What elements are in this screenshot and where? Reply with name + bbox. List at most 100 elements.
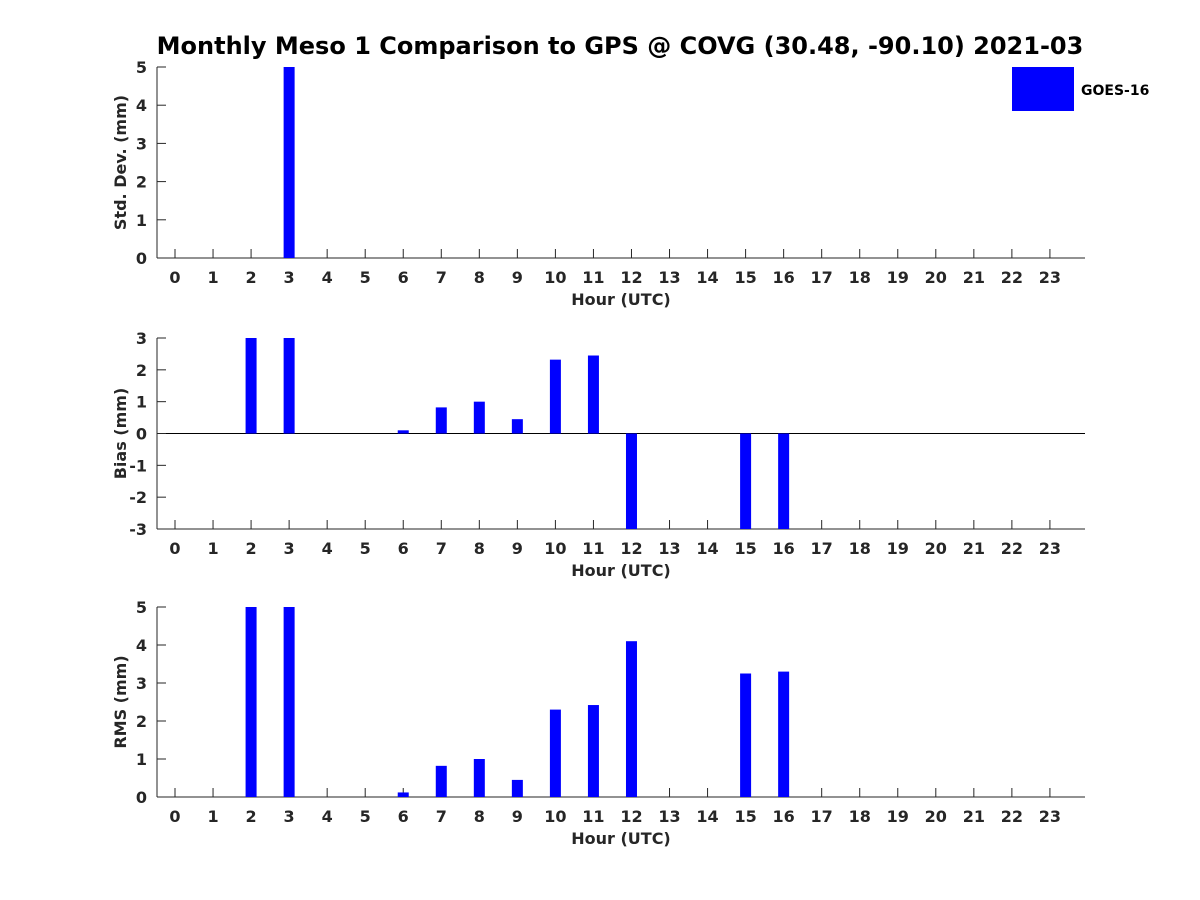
rms-bar-hour-3: [283, 607, 295, 797]
rms-x-tick-label: 5: [360, 807, 371, 826]
bias-x-tick-label: 2: [246, 539, 257, 558]
bias-x-tick-label: 1: [207, 539, 218, 558]
rms-bar-hour-11: [587, 705, 599, 797]
bias-x-tick-label: 17: [811, 539, 833, 558]
rms-bar-hour-12: [625, 641, 637, 797]
rms-y-tick-label: 5: [136, 598, 147, 617]
std-dev-x-tick-label: 22: [1001, 268, 1023, 287]
std-dev-x-tick-label: 16: [773, 268, 795, 287]
chart-title: Monthly Meso 1 Comparison to GPS @ COVG …: [157, 32, 1084, 60]
rms-y-tick-label: 4: [136, 636, 147, 655]
rms-x-tick-label: 15: [734, 807, 756, 826]
bias-x-tick-label: 9: [512, 539, 523, 558]
bias-x-tick-label: 3: [284, 539, 295, 558]
rms-x-tick-label: 0: [169, 807, 180, 826]
bias-bar-hour-9: [511, 419, 523, 434]
bias-x-tick-label: 0: [169, 539, 180, 558]
rms-x-tick-label: 21: [963, 807, 985, 826]
std-dev-x-tick-label: 17: [811, 268, 833, 287]
bias-x-tick-label: 19: [887, 539, 909, 558]
rms-x-tick-label: 1: [207, 807, 218, 826]
std-dev-x-tick-label: 6: [398, 268, 409, 287]
bias-bar-hour-7: [435, 407, 447, 434]
rms-x-tick-label: 17: [811, 807, 833, 826]
bias-x-tick-label: 12: [620, 539, 642, 558]
rms-bar-hour-6: [397, 792, 409, 797]
bias-y-tick-label: -2: [129, 488, 147, 507]
std-dev-x-tick-label: 20: [925, 268, 947, 287]
bias-y-axis-label: Bias (mm): [111, 388, 130, 480]
rms-x-tick-label: 20: [925, 807, 947, 826]
bias-bar-hour-15: [740, 433, 752, 529]
bias-y-tick-label: -1: [129, 456, 147, 475]
rms-y-tick-label: 2: [136, 712, 147, 731]
std-dev-x-tick-label: 15: [734, 268, 756, 287]
rms-bar-hour-15: [740, 673, 752, 797]
std-dev-y-tick-label: 2: [136, 173, 147, 192]
std-dev-x-tick-label: 4: [322, 268, 333, 287]
std-dev-y-tick-label: 1: [136, 211, 147, 230]
std-dev-x-tick-label: 18: [849, 268, 871, 287]
bias-x-tick-label: 4: [322, 539, 333, 558]
bias-x-tick-label: 21: [963, 539, 985, 558]
bias-x-tick-label: 13: [658, 539, 680, 558]
bias-x-tick-label: 22: [1001, 539, 1023, 558]
bias-x-tick-label: 10: [544, 539, 566, 558]
std-dev-y-axis-label: Std. Dev. (mm): [111, 95, 130, 230]
rms-bar-hour-8: [473, 759, 485, 797]
bias-x-tick-label: 15: [734, 539, 756, 558]
std-dev-y-tick-label: 3: [136, 134, 147, 153]
rms-x-tick-label: 23: [1039, 807, 1061, 826]
bias-x-tick-label: 11: [582, 539, 604, 558]
std-dev-x-tick-label: 5: [360, 268, 371, 287]
bias-bar-hour-3: [283, 338, 295, 434]
rms-x-tick-label: 11: [582, 807, 604, 826]
rms-x-tick-label: 8: [474, 807, 485, 826]
bias-bar-hour-8: [473, 401, 485, 434]
rms-x-tick-label: 22: [1001, 807, 1023, 826]
bias-y-tick-label: 2: [136, 361, 147, 380]
std-dev-x-tick-label: 19: [887, 268, 909, 287]
bias-x-tick-label: 8: [474, 539, 485, 558]
rms-bar-hour-9: [511, 779, 523, 797]
rms-y-tick-label: 3: [136, 674, 147, 693]
bias-x-tick-label: 7: [436, 539, 447, 558]
bias-x-tick-label: 6: [398, 539, 409, 558]
legend-swatch-goes-16: [1012, 67, 1074, 111]
std-dev-y-tick-label: 5: [136, 58, 147, 77]
legend-label-goes-16: GOES-16: [1081, 83, 1149, 99]
rms-bar-hour-10: [549, 709, 561, 797]
rms-x-tick-label: 4: [322, 807, 333, 826]
std-dev-x-tick-label: 14: [696, 268, 718, 287]
std-dev-x-tick-label: 11: [582, 268, 604, 287]
std-dev-x-tick-label: 3: [284, 268, 295, 287]
std-dev-x-axis-label: Hour (UTC): [571, 290, 671, 309]
std-dev-x-tick-label: 1: [207, 268, 218, 287]
std-dev-x-tick-label: 12: [620, 268, 642, 287]
std-dev-x-tick-label: 2: [246, 268, 257, 287]
rms-x-tick-label: 13: [658, 807, 680, 826]
bias-bar-hour-11: [587, 355, 599, 434]
std-dev-x-tick-label: 0: [169, 268, 180, 287]
bias-bar-hour-6: [397, 430, 409, 434]
rms-x-tick-label: 12: [620, 807, 642, 826]
legend: GOES-16: [1012, 67, 1149, 111]
std-dev-y-tick-label: 0: [136, 249, 147, 268]
bias-y-tick-label: 0: [136, 425, 147, 444]
bias-x-axis-label: Hour (UTC): [571, 561, 671, 580]
rms-x-tick-label: 9: [512, 807, 523, 826]
bias-bar-hour-2: [245, 338, 257, 434]
bias-x-tick-label: 18: [849, 539, 871, 558]
rms-x-tick-label: 3: [284, 807, 295, 826]
rms-x-tick-label: 19: [887, 807, 909, 826]
rms-x-axis-label: Hour (UTC): [571, 829, 671, 848]
rms-x-tick-label: 10: [544, 807, 566, 826]
std-dev-x-tick-label: 10: [544, 268, 566, 287]
rms-x-tick-label: 14: [696, 807, 718, 826]
rms-y-tick-label: 0: [136, 788, 147, 807]
std-dev-bar-hour-3: [283, 67, 295, 258]
bias-x-tick-label: 23: [1039, 539, 1061, 558]
bias-y-tick-label: -3: [129, 520, 147, 539]
